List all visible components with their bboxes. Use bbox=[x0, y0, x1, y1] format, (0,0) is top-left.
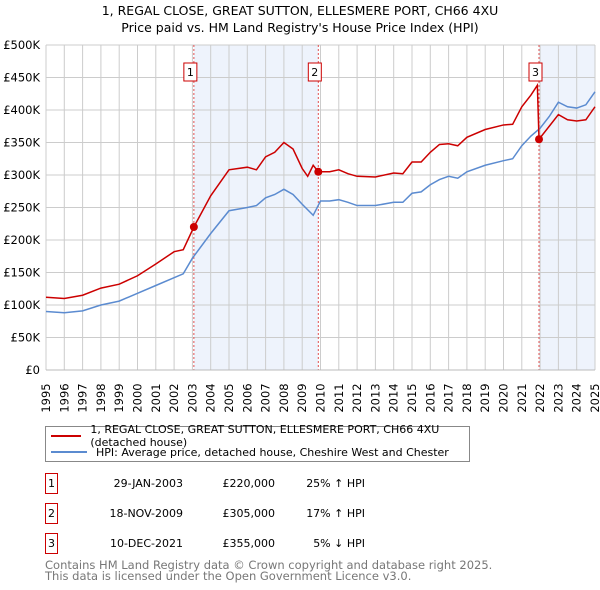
sale-marker-label: 1 bbox=[187, 66, 194, 79]
x-tick-label: 2023 bbox=[551, 383, 565, 412]
x-tick-label: 2009 bbox=[295, 383, 309, 412]
price-chart: 1, REGAL CLOSE, GREAT SUTTON, ELLESMERE … bbox=[3, 3, 600, 413]
x-tick-label: 2001 bbox=[149, 383, 163, 412]
sale-marker: 3 bbox=[45, 533, 58, 554]
sale-point bbox=[189, 223, 198, 231]
sale-hpi: 17% ↑ HPI bbox=[306, 507, 365, 520]
y-tick-label: £500K bbox=[3, 38, 40, 52]
footer-line: This data is licensed under the Open Gov… bbox=[45, 569, 412, 583]
legend: 1, REGAL CLOSE, GREAT SUTTON, ELLESMERE … bbox=[45, 423, 470, 462]
sale-hpi: 25% ↑ HPI bbox=[306, 477, 365, 490]
sale-point bbox=[314, 167, 323, 176]
x-tick-label: 2013 bbox=[368, 383, 382, 412]
y-tick-label: £100K bbox=[3, 298, 40, 312]
legend-label: HPI: Average price, detached house, Ches… bbox=[96, 445, 449, 459]
x-tick-label: 2019 bbox=[478, 383, 492, 412]
legend-label: 1, REGAL CLOSE, GREAT SUTTON, ELLESMERE … bbox=[90, 423, 440, 449]
property-line bbox=[45, 82, 596, 300]
hpi-line bbox=[45, 91, 596, 314]
y-tick-label: £0 bbox=[25, 363, 40, 377]
x-tick-label: 2016 bbox=[423, 383, 437, 412]
y-tick-label: £350K bbox=[3, 136, 40, 150]
sale-marker-label: 2 bbox=[311, 66, 318, 79]
sale-marker: 1 bbox=[45, 473, 58, 494]
x-tick-label: 1999 bbox=[112, 383, 126, 412]
y-tick-label: £450K bbox=[3, 71, 40, 85]
y-tick-label: £400K bbox=[3, 103, 40, 117]
x-tick-label: 2018 bbox=[460, 383, 474, 412]
x-tick-label: 1997 bbox=[76, 383, 90, 412]
x-tick-label: 2010 bbox=[314, 383, 328, 412]
sale-date: 10-DEC-2021 bbox=[109, 537, 183, 550]
sale-price: £305,000 bbox=[222, 507, 276, 520]
x-tick-label: 1996 bbox=[57, 383, 71, 412]
x-tick-label: 2022 bbox=[533, 383, 547, 412]
x-tick-label: 2014 bbox=[387, 383, 401, 412]
y-tick-label: £50K bbox=[11, 331, 41, 345]
footer-line: Contains HM Land Registry data © Crown c… bbox=[45, 558, 493, 572]
x-tick-label: 2011 bbox=[332, 383, 346, 412]
x-tick-label: 2003 bbox=[185, 383, 199, 412]
sale-point bbox=[535, 135, 544, 144]
x-tick-label: 2004 bbox=[204, 383, 218, 412]
sale-price: £220,000 bbox=[222, 477, 276, 490]
x-tick-label: 2025 bbox=[588, 383, 600, 412]
y-tick-label: £150K bbox=[3, 266, 40, 280]
y-tick-label: £200K bbox=[3, 233, 40, 247]
x-tick-label: 2012 bbox=[350, 383, 364, 412]
y-tick-label: £250K bbox=[3, 201, 40, 215]
chart-title: 1, REGAL CLOSE, GREAT SUTTON, ELLESMERE … bbox=[102, 3, 499, 18]
sale-price: £355,000 bbox=[222, 537, 276, 550]
sale-marker-box bbox=[183, 62, 198, 82]
x-tick-label: 2017 bbox=[442, 383, 456, 412]
sale-marker-box bbox=[528, 62, 543, 82]
x-tick-label: 2020 bbox=[497, 383, 511, 412]
x-tick-label: 2021 bbox=[515, 383, 529, 412]
legend-item-hpi: HPI: Average price, detached house, Ches… bbox=[51, 444, 449, 460]
x-tick-label: 2000 bbox=[131, 383, 145, 412]
footer: Contains HM Land Registry data © Crown c… bbox=[45, 558, 493, 583]
x-tick-label: 2006 bbox=[240, 383, 254, 412]
x-tick-label: 2024 bbox=[570, 383, 584, 412]
y-tick-label: £300K bbox=[3, 168, 40, 182]
x-tick-label: 1995 bbox=[39, 383, 53, 412]
x-tick-label: 2002 bbox=[167, 383, 181, 412]
x-tick-label: 2008 bbox=[277, 383, 291, 412]
sale-marker-label: 3 bbox=[532, 66, 539, 79]
x-tick-label: 2015 bbox=[405, 383, 419, 412]
x-tick-label: 2007 bbox=[259, 383, 273, 412]
chart-subtitle: Price paid vs. HM Land Registry's House … bbox=[121, 20, 478, 35]
sale-hpi: 5% ↓ HPI bbox=[313, 537, 365, 550]
legend-item-property: 1, REGAL CLOSE, GREAT SUTTON, ELLESMERE … bbox=[51, 423, 469, 449]
sale-marker: 2 bbox=[45, 503, 58, 524]
x-tick-label: 2005 bbox=[222, 383, 236, 412]
x-tick-label: 1998 bbox=[94, 383, 108, 412]
sale-date: 29-JAN-2003 bbox=[113, 477, 183, 490]
sale-marker-box bbox=[307, 62, 322, 82]
sale-date: 18-NOV-2009 bbox=[109, 507, 183, 520]
